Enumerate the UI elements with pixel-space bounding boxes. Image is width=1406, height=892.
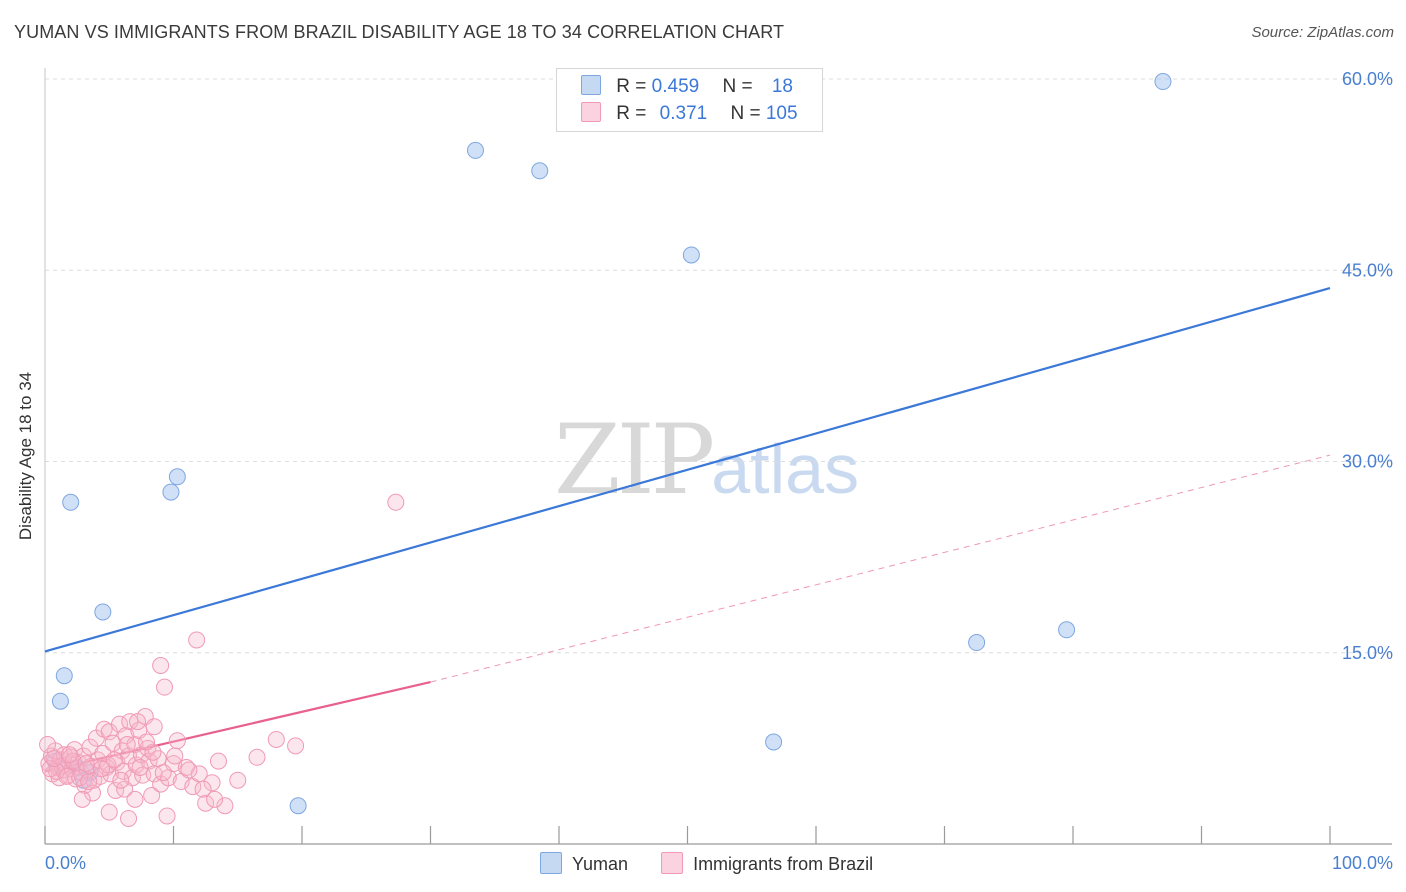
point-brazil <box>120 810 138 827</box>
point-brazil <box>248 748 266 766</box>
point-brazil <box>41 760 59 778</box>
point-brazil <box>229 771 247 789</box>
point-yuman <box>55 667 73 685</box>
point-brazil <box>144 743 162 761</box>
point-brazil <box>73 790 91 808</box>
point-brazil <box>143 787 161 805</box>
tick-labels: 15.0% 30.0% 45.0% 60.0% 0.0% 100.0% <box>45 69 1393 873</box>
point-brazil <box>188 631 206 649</box>
point-brazil <box>138 733 156 751</box>
legend-r-label: R = <box>616 103 652 124</box>
point-yuman <box>162 483 180 501</box>
point-yuman <box>765 733 783 751</box>
point-brazil <box>105 751 123 769</box>
legend-swatch-brazil <box>581 102 601 122</box>
chart-title: YUMAN VS IMMIGRANTS FROM BRAZIL DISABILI… <box>14 22 785 42</box>
trend-extension-brazil <box>430 454 1331 683</box>
point-brazil <box>118 736 136 754</box>
point-yuman <box>62 493 80 511</box>
legend-r-label: R = <box>616 76 652 97</box>
source-credit: Source: ZipAtlas.com <box>1251 24 1394 41</box>
point-brazil <box>209 752 227 770</box>
point-brazil <box>180 761 198 779</box>
x-tick-label: 0.0% <box>45 853 86 873</box>
point-brazil <box>131 759 149 776</box>
data-points <box>39 73 1172 827</box>
trend-lines <box>44 287 1331 773</box>
legend-r-value: 0.371 <box>659 103 708 124</box>
point-brazil <box>166 747 184 765</box>
point-yuman <box>466 141 484 159</box>
y-tick-label: 30.0% <box>1342 452 1393 472</box>
legend-row-yuman: R = 0.459 N = 18 <box>581 74 793 100</box>
gridlines <box>45 78 1392 654</box>
point-brazil <box>387 493 405 511</box>
series-label-brazil: Immigrants from Brazil <box>693 854 874 874</box>
x-tick-label: 100.0% <box>1332 853 1393 873</box>
series-legend-brazil: Immigrants from Brazil <box>661 852 873 875</box>
point-brazil <box>60 746 78 764</box>
point-brazil <box>39 736 57 754</box>
point-brazil <box>194 780 212 798</box>
point-brazil <box>95 720 113 738</box>
legend-n-value: 105 <box>765 103 798 124</box>
point-brazil <box>156 678 174 696</box>
legend-r-value: 0.459 <box>651 76 700 97</box>
watermark-zip: ZIP <box>554 404 715 516</box>
point-brazil <box>216 797 234 815</box>
point-brazil <box>152 657 170 674</box>
point-brazil <box>71 769 89 787</box>
point-yuman <box>1058 621 1076 639</box>
point-brazil <box>158 807 176 825</box>
y-tick-label: 60.0% <box>1342 69 1393 89</box>
point-brazil <box>117 727 135 745</box>
point-brazil <box>145 718 163 736</box>
y-tick-label: 15.0% <box>1342 643 1393 663</box>
point-yuman <box>289 797 307 815</box>
series-label-yuman: Yuman <box>572 854 629 874</box>
point-yuman <box>168 468 186 486</box>
watermark: ZIPatlas <box>554 404 859 516</box>
point-brazil <box>107 781 125 799</box>
point-brazil <box>203 774 221 792</box>
point-brazil <box>126 790 144 808</box>
trend-line-brazil <box>44 681 431 773</box>
y-axis-label: Disability Age 18 to 34 <box>16 371 35 541</box>
point-yuman <box>968 634 986 652</box>
y-tick-label: 45.0% <box>1342 260 1393 280</box>
legend-n-label: N = <box>730 103 766 124</box>
point-brazil <box>287 737 305 755</box>
point-brazil <box>100 803 118 821</box>
point-brazil <box>84 784 102 802</box>
point-brazil <box>93 760 111 778</box>
correlation-legend: R = 0.459 N = 18 R = 0.371 N = 105 <box>556 68 823 132</box>
point-brazil <box>267 730 285 748</box>
point-brazil <box>80 773 98 791</box>
point-yuman <box>94 603 112 621</box>
point-yuman <box>682 246 700 264</box>
point-brazil <box>168 732 186 750</box>
series-swatch-brazil <box>661 852 684 874</box>
point-brazil <box>154 764 172 782</box>
point-brazil <box>197 794 215 812</box>
legend-n-value: 18 <box>771 76 793 97</box>
point-yuman <box>1154 73 1172 91</box>
legend-n-label: N = <box>722 76 758 97</box>
series-legend-yuman: Yuman <box>540 852 628 875</box>
point-brazil <box>77 755 95 773</box>
legend-swatch-yuman <box>581 75 601 95</box>
point-yuman <box>531 162 549 180</box>
point-brazil <box>206 790 224 808</box>
point-brazil <box>116 780 134 798</box>
series-legend: Yuman Immigrants from Brazil <box>540 852 901 875</box>
axes <box>44 68 1392 845</box>
trend-line-yuman <box>44 287 1331 653</box>
point-yuman <box>51 692 69 710</box>
point-brazil <box>129 713 147 731</box>
series-swatch-yuman <box>540 852 562 874</box>
legend-row-brazil: R = 0.371 N = 105 <box>581 101 798 127</box>
point-brazil <box>58 767 76 785</box>
point-brazil <box>112 771 130 789</box>
